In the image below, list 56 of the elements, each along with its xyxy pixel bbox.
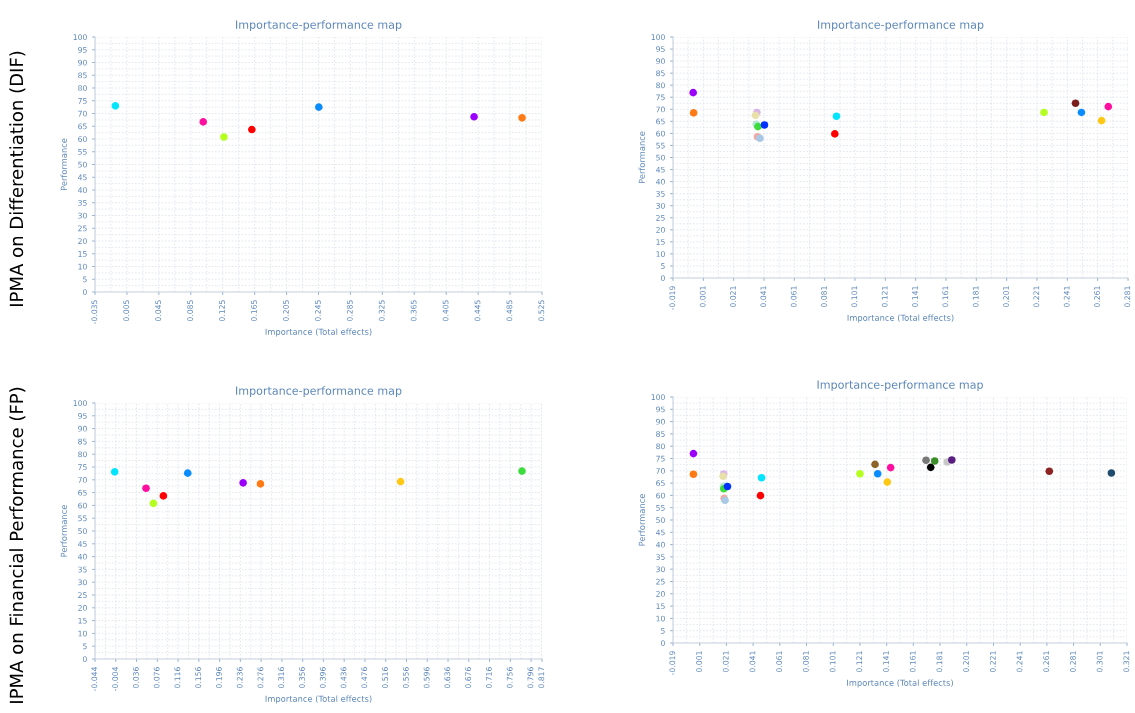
point — [831, 130, 839, 138]
point — [689, 88, 697, 97]
point — [948, 456, 956, 464]
point — [883, 478, 892, 486]
point — [518, 467, 526, 475]
point — [756, 491, 765, 500]
point — [142, 484, 150, 493]
point — [256, 480, 265, 488]
point — [111, 102, 120, 110]
point — [1077, 108, 1086, 117]
point — [922, 456, 930, 465]
point — [470, 113, 478, 121]
point — [248, 125, 256, 134]
point — [159, 492, 168, 500]
y-axis-title: Performance — [60, 138, 67, 191]
point — [723, 482, 732, 491]
x-axis-title: Importance (Total effects) — [847, 679, 953, 688]
point — [689, 109, 698, 117]
chart-title: Importance-performance map — [818, 20, 984, 31]
point — [871, 460, 879, 469]
point — [1040, 108, 1048, 117]
point — [1071, 99, 1080, 108]
y-axis-title: Performance — [638, 131, 645, 184]
point — [149, 499, 158, 508]
text: IPMA on Financial Performance (FP) — [9, 387, 26, 703]
point — [832, 112, 841, 121]
point — [926, 463, 935, 472]
point — [760, 121, 769, 129]
point — [1104, 102, 1113, 111]
x-axis-title: Importance (Total effects) — [265, 328, 372, 337]
chart-title: Importance-performance map — [236, 386, 402, 397]
point — [183, 469, 192, 477]
point — [689, 470, 698, 479]
point — [1045, 467, 1054, 476]
point — [239, 479, 247, 487]
chart-title: Importance-performance map — [817, 380, 983, 391]
point — [315, 103, 323, 111]
point — [1107, 469, 1116, 477]
x-axis-title: Importance (Total effects) — [265, 695, 372, 704]
point — [199, 118, 208, 126]
point — [757, 473, 766, 482]
y-axis-title: Performance — [60, 505, 67, 557]
point — [930, 457, 939, 465]
point — [220, 133, 228, 141]
point — [856, 469, 864, 478]
point — [396, 477, 405, 486]
x-axis-title: Importance (Total effects) — [847, 314, 954, 323]
chart-title: Importance-performance map — [236, 20, 402, 31]
y-axis-title: Performance — [638, 494, 645, 546]
point — [110, 468, 119, 476]
point — [873, 469, 882, 478]
point — [689, 449, 698, 458]
point — [518, 114, 526, 122]
point — [886, 463, 895, 472]
text: IPMA on Differentiation (DIF) — [9, 51, 26, 307]
point — [1097, 116, 1106, 125]
